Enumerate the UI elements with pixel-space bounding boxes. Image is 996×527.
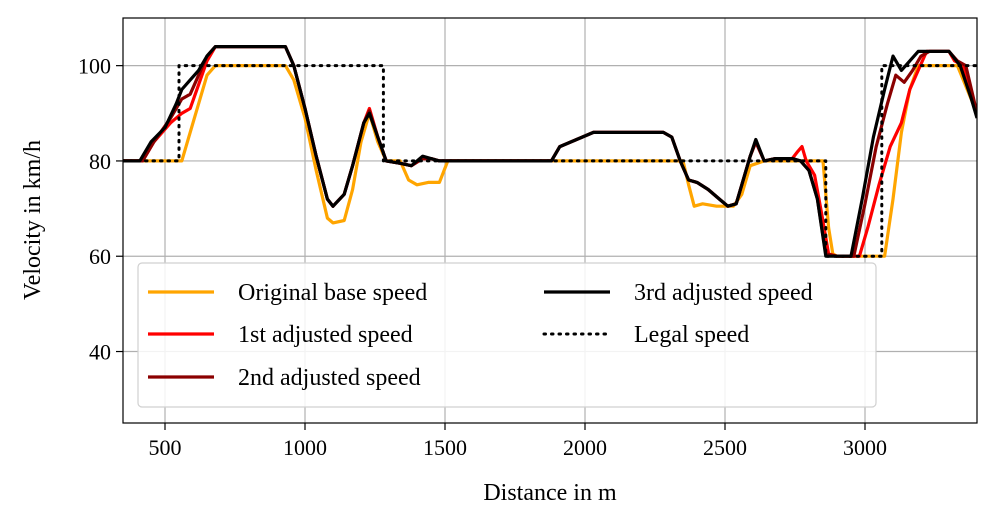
series-layer: [123, 45, 977, 258]
axis-ticks: 500 1000 1500 2000 2500 3000 40 60 80 100: [78, 54, 887, 460]
legend-label-3: 2nd adjusted speed: [238, 365, 421, 391]
y-tick-label: 80: [89, 149, 111, 174]
plot-frame: [122, 17, 978, 424]
x-tick-label: 3000: [843, 435, 887, 460]
series-line-5: [123, 64, 977, 258]
legend-label-2: 1st adjusted speed: [238, 322, 413, 348]
x-tick-label: 1000: [283, 435, 327, 460]
x-tick-label: 2000: [563, 435, 607, 460]
series-line-4: [123, 45, 977, 258]
legend-label-4: 3rd adjusted speed: [634, 280, 813, 306]
y-tick-label: 100: [78, 54, 111, 79]
x-tick-label: 2500: [703, 435, 747, 460]
y-axis-label: Velocity in km/h: [20, 140, 46, 300]
y-tick-label: 40: [89, 340, 111, 365]
legend: Original base speed 1st adjusted speed 2nd…: [137, 262, 877, 408]
x-axis-label: Distance in m: [483, 480, 617, 506]
y-tick-label: 60: [89, 244, 111, 269]
x-tick-label: 1500: [423, 435, 467, 460]
x-tick-label: 500: [149, 435, 182, 460]
legend-box: [137, 262, 877, 408]
legend-label-5: Legal speed: [634, 322, 749, 348]
legend-label-1: Original base speed: [238, 280, 427, 306]
